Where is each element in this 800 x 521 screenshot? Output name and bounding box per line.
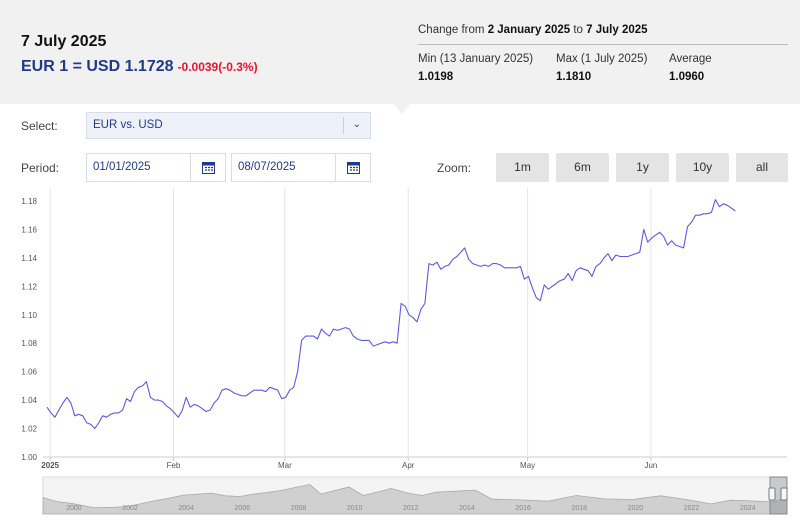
- range-mid: to: [570, 24, 587, 36]
- y-tick-label: 1.16: [21, 225, 37, 234]
- calendar-icon[interactable]: [190, 154, 225, 181]
- navigator-year-label: 2012: [403, 505, 419, 512]
- y-tick-label: 1.02: [21, 425, 37, 434]
- x-tick-label: 2025: [41, 461, 59, 470]
- summary-date: 7 July 2025: [21, 33, 107, 50]
- range-prefix: Change from: [418, 24, 488, 36]
- x-tick-label: Jun: [644, 461, 657, 470]
- period-to-field[interactable]: 08/07/2025: [231, 153, 371, 182]
- y-tick-label: 1.06: [21, 368, 37, 377]
- y-tick-label: 1.08: [21, 339, 37, 348]
- range-title: Change from 2 January 2025 to 7 July 202…: [418, 24, 648, 36]
- zoom-1m-button[interactable]: 1m: [496, 153, 549, 182]
- zoom-all-button[interactable]: all: [736, 153, 788, 182]
- average-label: Average: [669, 53, 712, 65]
- navigator-year-label: 2020: [628, 505, 644, 512]
- navigator-year-label: 2002: [122, 505, 138, 512]
- max-value: 1.1810: [556, 71, 592, 83]
- period-to-value: 08/07/2025: [238, 161, 296, 173]
- zoom-6m-button[interactable]: 6m: [556, 153, 609, 182]
- zoom-1y-button[interactable]: 1y: [616, 153, 669, 182]
- period-label: Period:: [21, 161, 60, 175]
- chevron-down-icon[interactable]: ⌄: [352, 119, 361, 130]
- y-tick-label: 1.18: [21, 197, 37, 206]
- y-tick-label: 1.12: [21, 282, 37, 291]
- x-tick-label: May: [520, 461, 535, 470]
- navigator-year-label: 2022: [684, 505, 700, 512]
- range-end: 7 July 2025: [586, 24, 648, 36]
- average-value: 1.0960: [669, 71, 705, 83]
- navigator-year-label: 2018: [571, 505, 587, 512]
- series-line: [46, 199, 736, 430]
- navigator-year-label: 2008: [291, 505, 307, 512]
- currency-pair-select[interactable]: EUR vs. USD ⌄: [86, 112, 371, 139]
- navigator-year-label: 2006: [235, 505, 251, 512]
- y-tick-label: 1.00: [21, 453, 37, 462]
- navigator-year-label: 2000: [66, 505, 82, 512]
- x-tick-label: Feb: [167, 461, 181, 470]
- navigator-year-label: 2024: [740, 505, 756, 512]
- y-tick-label: 1.14: [21, 254, 37, 263]
- select-label: Select:: [21, 119, 58, 133]
- rate-change: -0.0039(-0.3%): [177, 60, 258, 74]
- rate-line: EUR 1 = USD 1.1728 -0.0039(-0.3%): [21, 58, 258, 76]
- panel-pointer: [394, 104, 410, 114]
- calendar-icon[interactable]: [335, 154, 370, 181]
- range-start: 2 January 2025: [487, 24, 571, 36]
- navigator-year-label: 2010: [347, 505, 363, 512]
- min-label: Min (13 January 2025): [418, 53, 534, 65]
- period-from-value: 01/01/2025: [93, 161, 151, 173]
- zoom-label: Zoom:: [437, 161, 472, 175]
- x-tick-label: Mar: [278, 461, 292, 470]
- range-divider: [418, 44, 788, 45]
- x-tick-label: Apr: [402, 461, 415, 470]
- navigator-area: [42, 483, 788, 515]
- max-label: Max (1 July 2025): [556, 53, 648, 65]
- currency-pair-value: EUR vs. USD: [93, 119, 163, 131]
- summary-panel: 7 July 2025 EUR 1 = USD 1.1728 -0.0039(-0…: [0, 0, 800, 104]
- navigator-handle[interactable]: [780, 487, 788, 501]
- min-value: 1.0198: [418, 71, 454, 83]
- navigator-year-label: 2016: [515, 505, 531, 512]
- navigator-year-label: 2014: [459, 505, 475, 512]
- navigator-year-label: 2004: [178, 505, 194, 512]
- y-tick-label: 1.04: [21, 396, 37, 405]
- exchange-rate: EUR 1 = USD 1.1728: [21, 58, 174, 75]
- rate-chart: 1.00 1.02 1.04 1.06 1.08 1.10 1.12 1.14 1.16 1.18…: [21, 188, 788, 515]
- navigator-handle[interactable]: [768, 487, 776, 501]
- period-from-field[interactable]: 01/01/2025: [86, 153, 226, 182]
- select-divider: [343, 117, 344, 134]
- zoom-10y-button[interactable]: 10y: [676, 153, 729, 182]
- y-tick-label: 1.10: [21, 311, 37, 320]
